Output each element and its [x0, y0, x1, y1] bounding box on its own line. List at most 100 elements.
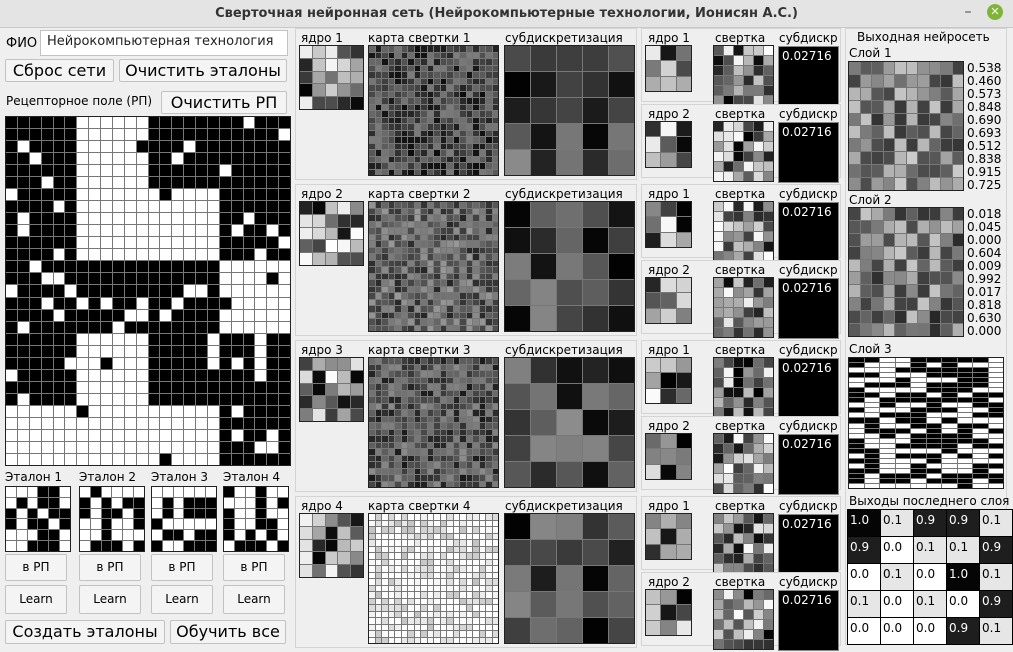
- etalon-4-learn-button[interactable]: Learn: [223, 585, 285, 614]
- second-conv-grid-1: [713, 45, 774, 106]
- etalon-1-grid[interactable]: [5, 486, 71, 552]
- cell: [988, 403, 1003, 408]
- cell: [734, 96, 743, 105]
- cell: [952, 233, 963, 246]
- cell: [883, 246, 894, 259]
- etalon-3-learn-button[interactable]: Learn: [151, 585, 213, 614]
- cell: [401, 254, 407, 260]
- cell: [973, 373, 988, 378]
- cell: [447, 598, 453, 604]
- create-etalons-button[interactable]: Создать эталоны: [5, 620, 165, 644]
- cell: [486, 137, 492, 143]
- minimize-icon[interactable]: –: [964, 4, 972, 20]
- cell: [255, 165, 267, 177]
- cell: [427, 514, 433, 520]
- cell: [184, 261, 195, 273]
- cell: [369, 241, 375, 247]
- cell: [460, 293, 466, 299]
- cell: [447, 306, 453, 312]
- cell: [926, 428, 941, 433]
- cell: [434, 403, 440, 409]
- cell: [895, 311, 906, 324]
- cell: [734, 308, 743, 317]
- cell: [460, 429, 466, 435]
- cell: [172, 153, 184, 165]
- cell: [53, 297, 65, 309]
- cell: [207, 177, 219, 189]
- cell: [440, 631, 446, 637]
- cell: [243, 441, 255, 453]
- clear-etalons-button[interactable]: Очистить эталоны: [119, 59, 287, 82]
- etalon-3-to-rp-button[interactable]: в РП: [151, 554, 213, 581]
- cell: [734, 600, 743, 609]
- cell: [382, 637, 388, 643]
- etalon-2-learn-button[interactable]: Learn: [79, 585, 141, 614]
- cell: [152, 497, 162, 508]
- etalon-1-learn-button[interactable]: Learn: [5, 585, 67, 614]
- cell: [492, 423, 498, 429]
- cell: [531, 410, 556, 435]
- cell: [453, 611, 459, 617]
- cell: [486, 527, 492, 533]
- etalon-4-to-rp-button[interactable]: в РП: [223, 554, 285, 581]
- cell: [486, 637, 492, 643]
- cell: [395, 111, 401, 117]
- cell: [136, 153, 148, 165]
- cell: [414, 228, 420, 234]
- cell: [926, 468, 941, 473]
- etalon-1-to-rp-button[interactable]: в РП: [5, 554, 67, 581]
- cell: [172, 333, 184, 345]
- train-all-button[interactable]: Обучить все: [170, 620, 286, 644]
- cell: [351, 58, 363, 71]
- cell: [744, 222, 753, 231]
- cell: [224, 519, 234, 530]
- etalon-4-grid[interactable]: [223, 486, 289, 552]
- cell: [124, 381, 136, 393]
- receptor-field-grid[interactable]: [5, 116, 291, 466]
- cell: [447, 299, 453, 305]
- cell: [351, 46, 363, 58]
- cell: [148, 369, 160, 381]
- cell: [401, 403, 407, 409]
- clear-rp-button[interactable]: Очистить РП: [161, 91, 287, 114]
- cell: [447, 429, 453, 435]
- cell: [440, 91, 446, 97]
- etalon-2-to-rp-button[interactable]: в РП: [79, 554, 141, 581]
- cell: [734, 630, 743, 639]
- cell: [338, 526, 351, 539]
- cell: [926, 358, 941, 363]
- cell: [382, 546, 388, 552]
- cell: [661, 358, 676, 373]
- cell: [408, 137, 414, 143]
- cell: [957, 458, 972, 463]
- cell: [231, 405, 243, 417]
- cell: [160, 345, 172, 357]
- cell: [382, 78, 388, 84]
- cell: [388, 449, 394, 455]
- cell: [895, 298, 906, 311]
- reset-network-button[interactable]: Сброс сети: [5, 59, 114, 82]
- cell: [29, 201, 41, 213]
- cell: [53, 429, 65, 441]
- cell: [440, 442, 446, 448]
- cell: [231, 381, 243, 393]
- etalon-3-grid[interactable]: [151, 486, 217, 552]
- fio-input[interactable]: Нейрокомпьютерная технология: [40, 30, 288, 56]
- cell: [369, 273, 375, 279]
- cell: [401, 442, 407, 448]
- cell: [196, 381, 207, 393]
- cell: [414, 611, 420, 617]
- cell: [734, 132, 743, 141]
- cell: [434, 579, 440, 585]
- cell: [929, 87, 940, 100]
- close-icon[interactable]: ✕: [987, 4, 1003, 20]
- cell: [325, 253, 338, 265]
- cell: [440, 403, 446, 409]
- cell: [895, 393, 910, 398]
- cell: [486, 553, 492, 559]
- cell: [764, 76, 773, 85]
- cell: [661, 202, 676, 217]
- etalon-2-grid[interactable]: [79, 486, 145, 552]
- cell: [29, 129, 41, 141]
- cell: [929, 100, 940, 113]
